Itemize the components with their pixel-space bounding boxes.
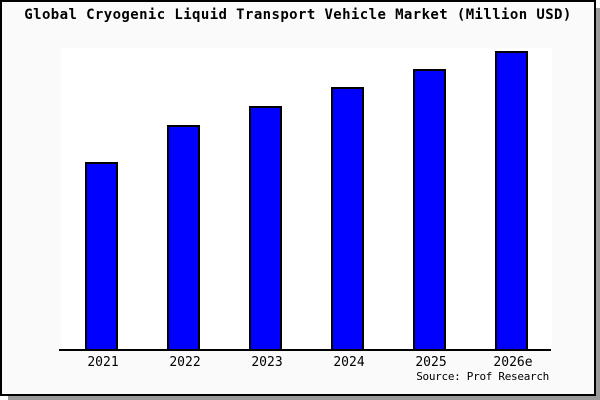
- bar-2023: [249, 106, 282, 351]
- bar-2024: [331, 87, 364, 351]
- x-axis-label-2021: 2021: [87, 355, 119, 370]
- bar-2021: [85, 162, 118, 351]
- x-axis-label-2024: 2024: [333, 355, 365, 370]
- bar-2022: [167, 125, 200, 351]
- x-axis-label-2025: 2025: [415, 355, 447, 370]
- chart-title: Global Cryogenic Liquid Transport Vehicl…: [24, 7, 572, 23]
- x-axis-label-2022: 2022: [169, 355, 201, 370]
- bar-2025: [413, 69, 446, 351]
- source-credit: Source: Prof Research: [416, 370, 549, 383]
- bar-2026e: [495, 51, 528, 351]
- x-axis-line: [59, 349, 551, 351]
- x-axis-label-2026e: 2026e: [493, 355, 533, 370]
- plot-area: [61, 48, 552, 351]
- x-axis-label-2023: 2023: [251, 355, 283, 370]
